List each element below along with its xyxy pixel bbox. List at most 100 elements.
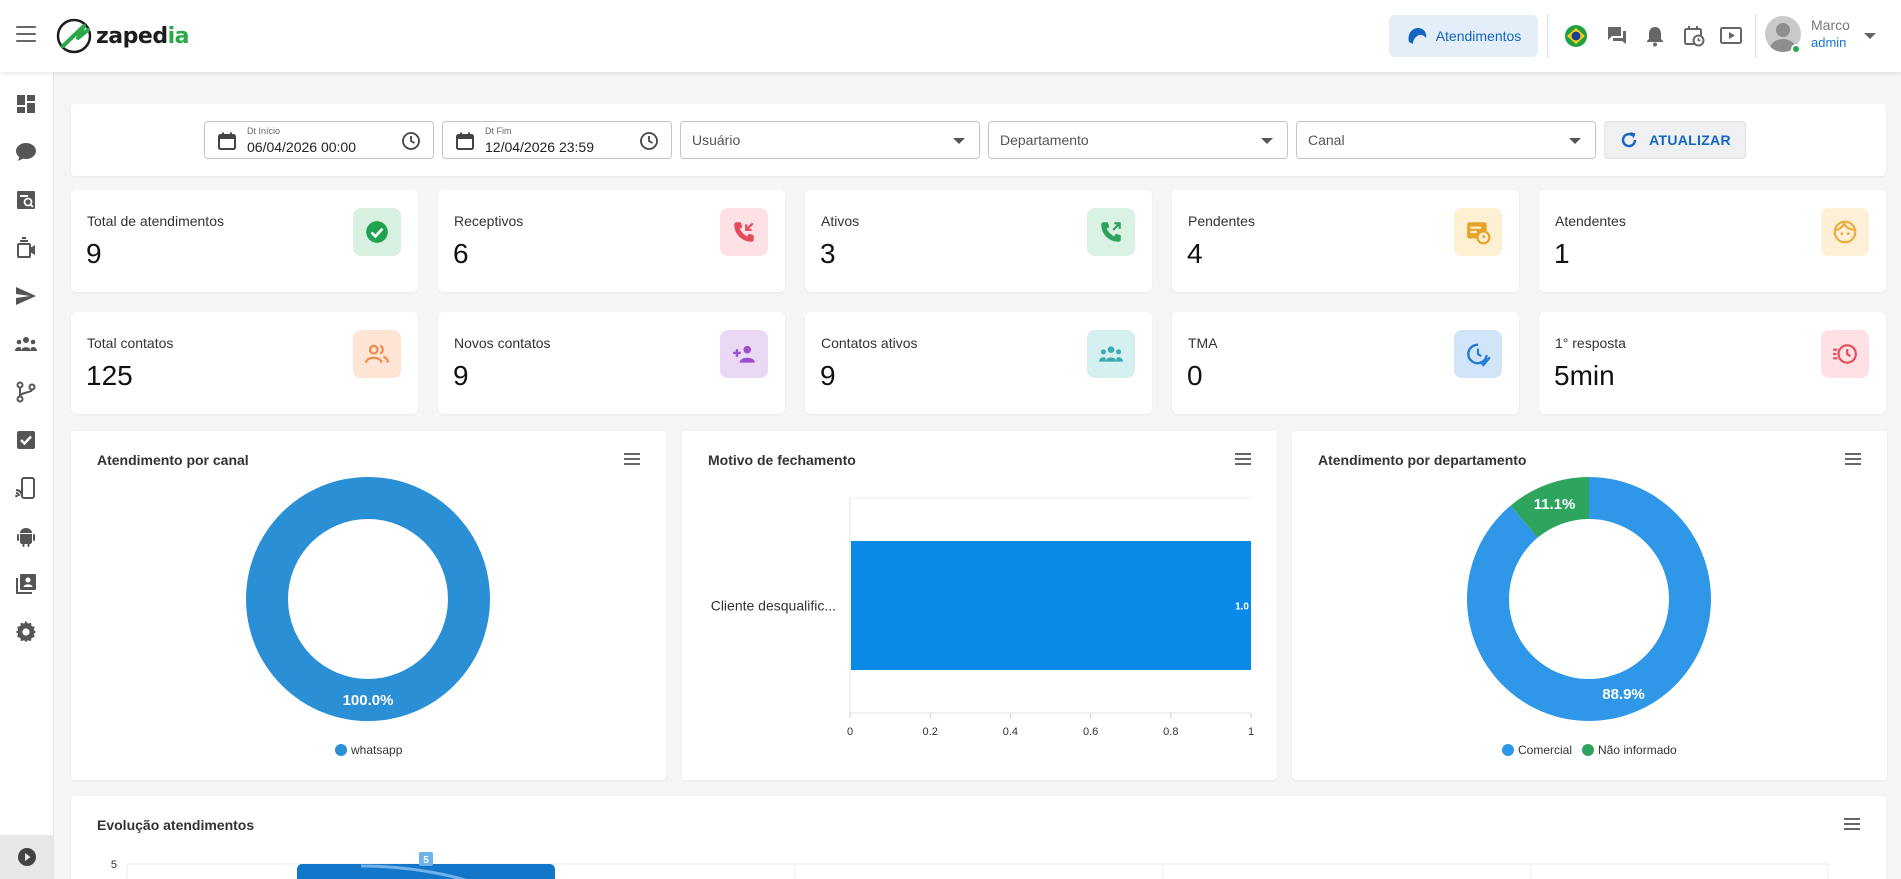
- stat-badge: [353, 330, 401, 378]
- legend-label: Não informado: [1598, 743, 1677, 757]
- chevron-down-icon: [1261, 138, 1273, 144]
- chart-menu-icon[interactable]: [624, 453, 640, 467]
- stat-badge: [720, 330, 768, 378]
- end-date-field[interactable]: Dt Fim 12/04/2026 23:59: [442, 121, 672, 159]
- chevron-down-icon: [953, 138, 965, 144]
- chart-legend: whatsapp: [335, 743, 402, 757]
- logo[interactable]: zapedia: [54, 16, 189, 56]
- start-date-field[interactable]: Dt Início 06/04/2026 00:00: [204, 121, 434, 159]
- timer-icon: [1833, 344, 1857, 364]
- stat-title: Total de atendimentos: [87, 213, 224, 229]
- donut-chart: 88.9% 11.1%: [1467, 477, 1711, 721]
- brand-name: zapedia: [96, 23, 189, 49]
- legend-item[interactable]: Comercial: [1502, 743, 1572, 757]
- chart-title: Motivo de fechamento: [708, 452, 856, 468]
- menu-icon[interactable]: [16, 26, 36, 46]
- stat-title: Atendentes: [1555, 213, 1626, 229]
- departamento-placeholder: Departamento: [1000, 132, 1089, 148]
- stat-value: 0: [1187, 360, 1203, 391]
- pending-icon: [1467, 222, 1491, 245]
- chart-title: Atendimento por canal: [97, 452, 249, 468]
- atendimentos-label: Atendimentos: [1435, 28, 1522, 44]
- donut-slice[interactable]: [1510, 477, 1589, 538]
- bar-value-label: 1.0: [1235, 602, 1249, 613]
- stat-card: Total contatos 125: [71, 312, 418, 414]
- legend-dot-icon: [1502, 744, 1514, 756]
- legend-dot-icon: [1582, 744, 1595, 756]
- chart-title: Atendimento por departamento: [1318, 452, 1527, 468]
- chevron-down-icon: [1569, 138, 1581, 144]
- contacts-book-icon[interactable]: [14, 572, 38, 596]
- canal-select[interactable]: Canal: [1296, 121, 1596, 159]
- people-icon: [365, 344, 389, 363]
- brazil-flag-icon[interactable]: [1564, 24, 1588, 48]
- clock-icon[interactable]: [401, 131, 421, 151]
- clock-icon[interactable]: [639, 131, 659, 151]
- chart-menu-icon[interactable]: [1845, 453, 1861, 467]
- stat-title: Total contatos: [87, 335, 174, 351]
- end-date-value[interactable]: 12/04/2026 23:59: [485, 139, 594, 155]
- value-badge: [419, 852, 433, 866]
- stat-card: Pendentes 4: [1172, 190, 1519, 292]
- chart-card-fechamento: Motivo de fechamento 0 0.2 0.4 0.6 0.8 1 1.0 Cl…: [682, 431, 1277, 780]
- android-icon[interactable]: [14, 524, 38, 548]
- chart-menu-icon[interactable]: [1844, 818, 1860, 832]
- start-date-value[interactable]: 06/04/2026 00:00: [247, 139, 356, 155]
- atendimentos-button[interactable]: Atendimentos: [1389, 15, 1538, 57]
- category-label: Cliente desqualific...: [711, 598, 836, 614]
- stat-badge: [1087, 208, 1135, 256]
- value-label: 5: [423, 855, 429, 866]
- legend-item[interactable]: Não informado: [1582, 743, 1677, 757]
- stat-title: TMA: [1188, 335, 1218, 351]
- start-date-label: Dt Início: [247, 126, 281, 136]
- stat-title: Receptivos: [454, 213, 524, 229]
- donut-chart: 100.0%: [245, 476, 490, 722]
- user-menu[interactable]: Marco admin: [1765, 16, 1850, 52]
- chart-card-canal: Atendimento por canal 100.0% whatsapp: [71, 431, 666, 780]
- video-play-icon[interactable]: [1719, 24, 1743, 48]
- chevron-down-icon[interactable]: [1864, 33, 1876, 39]
- stat-title: Ativos: [821, 213, 860, 229]
- bell-icon[interactable]: [1643, 24, 1667, 48]
- usuario-select[interactable]: Usuário: [680, 121, 980, 159]
- search-list-icon[interactable]: [14, 188, 38, 212]
- face-icon: [1833, 220, 1857, 244]
- flow-icon[interactable]: [14, 380, 38, 404]
- stat-badge: [353, 208, 401, 256]
- chat-icon[interactable]: [1605, 24, 1629, 48]
- calendar-clock-icon[interactable]: [1682, 24, 1706, 48]
- dashboard-icon[interactable]: [14, 92, 38, 116]
- stat-value: 6: [453, 238, 469, 269]
- gear-icon[interactable]: [14, 620, 38, 644]
- end-date-label: Dt Fim: [485, 126, 512, 136]
- stat-value: 9: [86, 238, 102, 269]
- refresh-button[interactable]: ATUALIZAR: [1604, 121, 1746, 159]
- check-circle-icon: [366, 221, 388, 243]
- send-icon[interactable]: [14, 284, 38, 308]
- slice-label: 11.1%: [1534, 496, 1576, 513]
- canal-placeholder: Canal: [1308, 132, 1345, 148]
- bar-chart: 0 0.2 0.4 0.6 0.8 1 1.0 Cliente desqualific...: [711, 497, 1254, 738]
- departamento-select[interactable]: Departamento: [988, 121, 1288, 159]
- divider: [1755, 14, 1756, 58]
- donut-slice[interactable]: [245, 476, 490, 722]
- cast-mobile-icon[interactable]: [14, 476, 38, 500]
- groups-icon[interactable]: [14, 332, 38, 356]
- stat-card: Ativos 3: [805, 190, 1152, 292]
- user-role: admin: [1811, 35, 1847, 50]
- queue-icon[interactable]: [14, 236, 38, 260]
- stat-badge: [1821, 330, 1869, 378]
- add-people-icon: [733, 345, 755, 363]
- online-status-icon: [1791, 44, 1801, 54]
- stat-value: 4: [1187, 238, 1203, 269]
- top-bar: zapedia Atendimentos Marco admin: [0, 0, 1901, 72]
- chat-bubble-icon[interactable]: [14, 140, 38, 164]
- slice-label: 88.9%: [1602, 686, 1645, 703]
- checkbox-icon[interactable]: [14, 428, 38, 452]
- legend-item[interactable]: whatsapp: [335, 743, 402, 757]
- bar[interactable]: [851, 541, 1251, 670]
- collapse-sidebar-button[interactable]: [0, 835, 54, 879]
- donut-slice[interactable]: [1467, 477, 1711, 721]
- chart-menu-icon[interactable]: [1235, 453, 1251, 467]
